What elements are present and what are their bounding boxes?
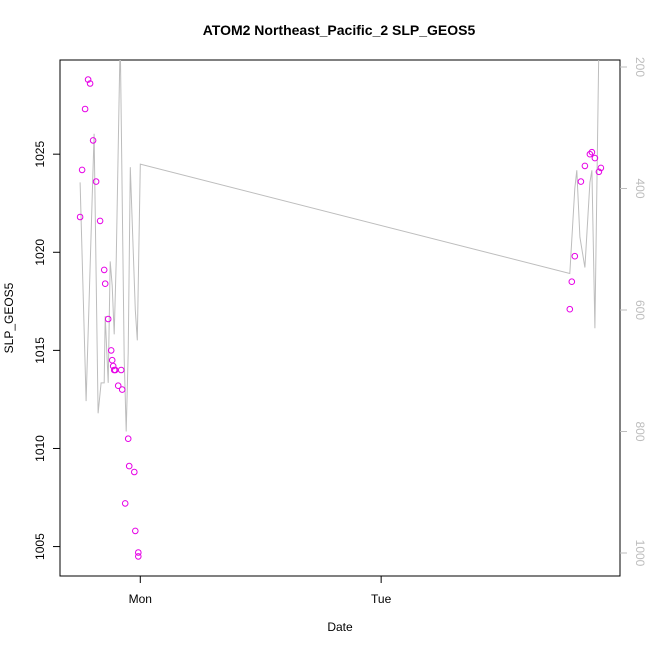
gray-line-path bbox=[79, 60, 600, 432]
data-point bbox=[595, 168, 603, 176]
plot-frame bbox=[59, 59, 621, 577]
data-point bbox=[597, 164, 605, 172]
data-point bbox=[114, 382, 122, 390]
right-y-tick-label: 200 bbox=[633, 57, 647, 77]
data-point bbox=[78, 166, 86, 174]
y-axis-label: SLP_GEOS5 bbox=[2, 282, 16, 353]
data-point bbox=[568, 278, 576, 286]
data-point bbox=[108, 356, 116, 364]
chart-title: ATOM2 Northeast_Pacific_2 SLP_GEOS5 bbox=[203, 22, 476, 38]
right-y-tick-label: 800 bbox=[633, 421, 647, 441]
data-point bbox=[81, 105, 89, 113]
y-tick-label: 1025 bbox=[33, 141, 47, 168]
x-tick-label: Tue bbox=[371, 592, 392, 606]
data-point bbox=[76, 213, 84, 221]
data-point bbox=[107, 347, 115, 354]
y-tick-label: 1005 bbox=[33, 533, 47, 560]
data-point bbox=[101, 280, 109, 288]
right-y-axis: 200 400 600 800 1000 bbox=[620, 57, 647, 567]
data-point bbox=[135, 549, 142, 556]
data-point bbox=[92, 178, 100, 185]
data-point bbox=[571, 252, 579, 260]
data-point bbox=[566, 305, 574, 313]
x-axis: Mon Tue bbox=[129, 575, 392, 606]
magenta-series-points bbox=[76, 76, 605, 560]
data-point bbox=[109, 362, 117, 370]
right-y-tick-label: 600 bbox=[633, 300, 647, 320]
data-point bbox=[100, 266, 108, 274]
data-point bbox=[577, 178, 585, 185]
data-point bbox=[591, 154, 599, 162]
data-point bbox=[117, 366, 125, 374]
x-tick-label: Mon bbox=[129, 592, 152, 606]
data-point bbox=[84, 76, 92, 83]
data-point bbox=[89, 137, 97, 144]
data-point bbox=[135, 553, 142, 560]
data-point bbox=[131, 468, 138, 476]
y-tick-label: 1010 bbox=[33, 435, 47, 462]
gray-series-line bbox=[79, 60, 600, 432]
data-point bbox=[132, 527, 139, 535]
left-y-axis: 1005 1010 1015 1020 1025 bbox=[33, 141, 60, 560]
right-y-tick-label: 1000 bbox=[633, 540, 647, 567]
y-tick-label: 1020 bbox=[33, 239, 47, 266]
right-y-tick-label: 400 bbox=[633, 178, 647, 198]
data-point bbox=[581, 162, 589, 170]
data-point bbox=[588, 148, 596, 156]
data-point bbox=[118, 386, 126, 393]
data-point bbox=[121, 500, 129, 507]
data-point bbox=[124, 435, 132, 443]
data-point bbox=[86, 80, 94, 87]
data-point bbox=[125, 462, 133, 470]
data-point bbox=[586, 150, 594, 158]
data-point bbox=[96, 217, 104, 225]
y-tick-label: 1015 bbox=[33, 337, 47, 364]
data-point bbox=[104, 315, 112, 323]
x-axis-label: Date bbox=[327, 620, 353, 634]
